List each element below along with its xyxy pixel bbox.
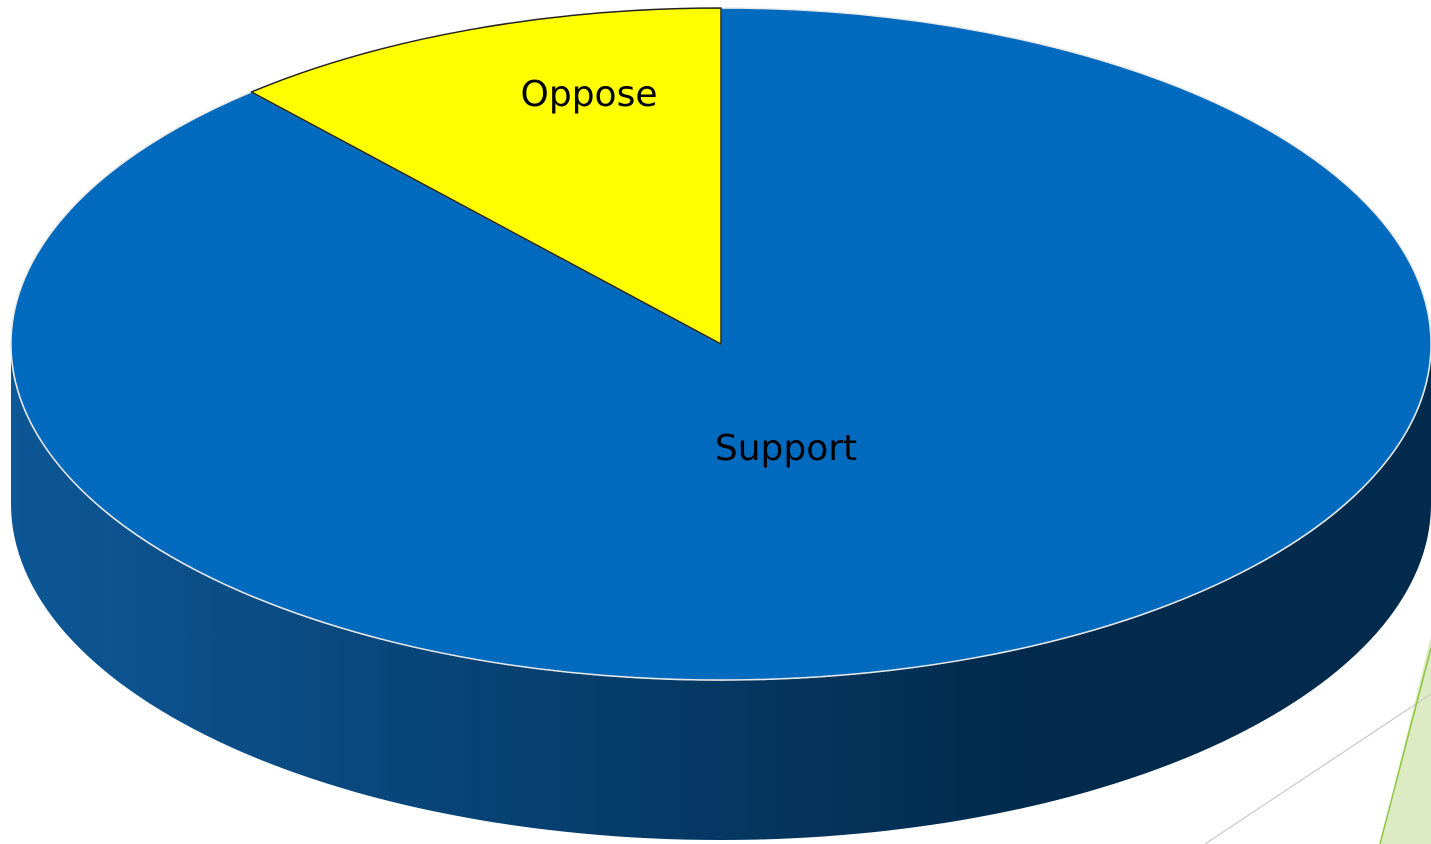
slice-label-oppose: Oppose xyxy=(521,74,658,115)
pie-side-wall xyxy=(11,344,1431,840)
decor-line xyxy=(1204,693,1431,844)
accent-triangle xyxy=(1380,636,1431,844)
slice-label-support: Support xyxy=(715,428,857,469)
pie-slice-support xyxy=(10,7,1431,681)
decor-line xyxy=(1379,647,1431,844)
pie-labels: Support Oppose xyxy=(521,74,858,469)
pie-slice-oppose xyxy=(250,7,722,345)
pie-slices xyxy=(10,7,1431,681)
background-decoration xyxy=(1204,636,1431,844)
